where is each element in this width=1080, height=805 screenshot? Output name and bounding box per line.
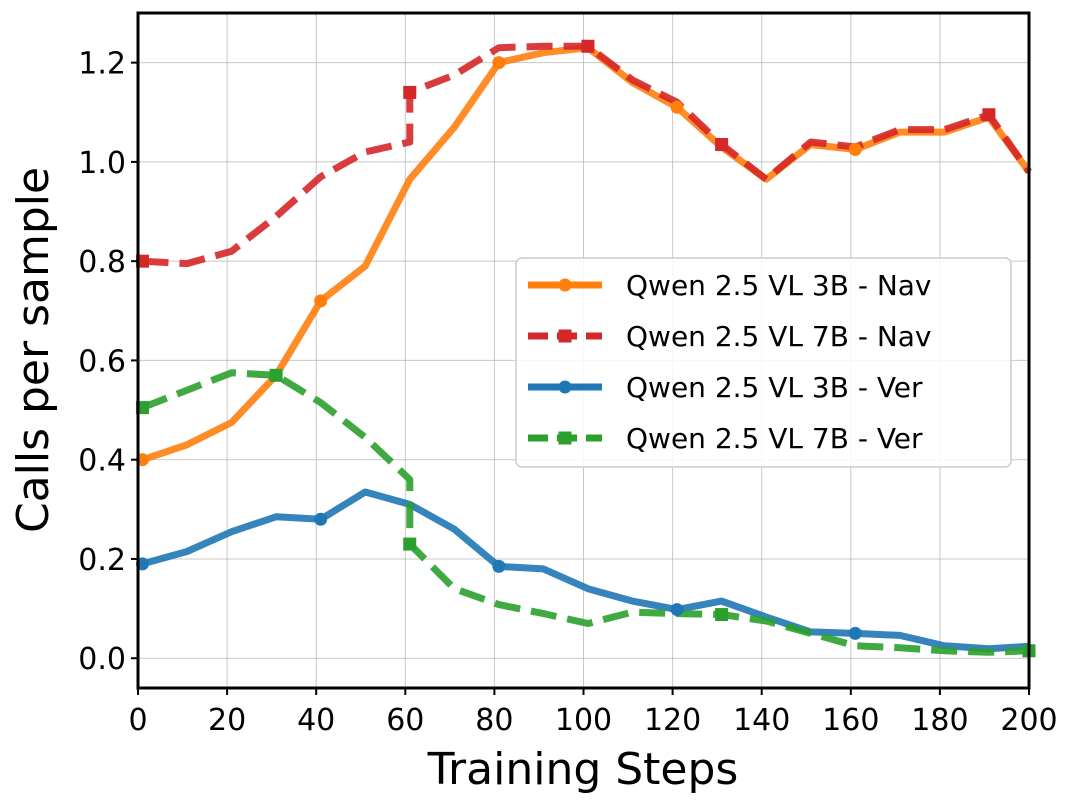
data-point-qwen-2-5-vl-3b-ver xyxy=(670,603,684,617)
legend-marker xyxy=(558,329,572,343)
x-tick-label: 20 xyxy=(208,703,246,738)
y-tick-label: 1.2 xyxy=(78,47,126,82)
data-point-qwen-2-5-vl-3b-ver xyxy=(492,559,506,573)
legend-marker xyxy=(558,380,572,394)
x-tick-label: 60 xyxy=(386,703,424,738)
x-axis-label: Training Steps xyxy=(427,744,739,795)
data-point-qwen-2-5-vl-3b-nav xyxy=(314,294,328,308)
x-tick-label: 0 xyxy=(128,703,147,738)
data-point-qwen-2-5-vl-7b-nav xyxy=(581,39,595,53)
x-tick-label: 200 xyxy=(1000,703,1057,738)
series-line-qwen-2-5-vl-7b-nav xyxy=(142,42,1032,268)
y-tick-label: 1.0 xyxy=(78,146,126,181)
data-point-qwen-2-5-vl-7b-nav xyxy=(403,85,417,99)
legend: Qwen 2.5 VL 3B - Nav Qwen 2.5 VL 7B - Nav… xyxy=(515,257,1012,468)
data-point-qwen-2-5-vl-3b-nav xyxy=(848,142,862,156)
data-point-qwen-2-5-vl-7b-nav xyxy=(715,138,729,152)
y-tick-label: 0.2 xyxy=(78,543,126,578)
x-tick-label: 180 xyxy=(911,703,968,738)
series-line-qwen-2-5-vl-3b-ver xyxy=(141,488,1030,653)
legend-label: Qwen 2.5 VL 3B - Ver xyxy=(626,371,923,404)
data-point-qwen-2-5-vl-7b-ver xyxy=(715,608,729,622)
y-tick-label: 0.8 xyxy=(78,245,126,280)
x-tick-label: 160 xyxy=(822,703,879,738)
data-point-qwen-2-5-vl-3b-ver xyxy=(848,626,862,640)
y-tick-label: 0.4 xyxy=(78,444,126,479)
y-axis-ticks: 0.0 0.2 0.4 0.6 0.8 1.0 1.2 xyxy=(78,47,138,677)
data-point-qwen-2-5-vl-7b-ver xyxy=(403,537,417,551)
x-tick-label: 80 xyxy=(475,703,513,738)
legend-label: Qwen 2.5 VL 7B - Nav xyxy=(626,320,932,353)
x-tick-label: 120 xyxy=(644,703,701,738)
legend-box xyxy=(515,257,1012,468)
x-tick-label: 40 xyxy=(297,703,335,738)
x-tick-label: 100 xyxy=(555,703,612,738)
legend-label: Qwen 2.5 VL 3B - Nav xyxy=(626,269,932,302)
x-axis-ticks: 0 20 40 60 80 100 120 140 160 180 200 xyxy=(128,688,1058,738)
data-point-qwen-2-5-vl-7b-ver xyxy=(269,368,283,382)
legend-marker xyxy=(558,431,572,445)
y-tick-label: 0.0 xyxy=(78,642,126,677)
data-point-qwen-2-5-vl-3b-nav xyxy=(492,56,506,70)
y-tick-label: 0.6 xyxy=(78,344,126,379)
legend-marker xyxy=(558,278,572,292)
data-point-qwen-2-5-vl-7b-nav xyxy=(982,108,996,122)
y-axis-label: Calls per sample xyxy=(8,167,59,533)
x-tick-label: 140 xyxy=(733,703,790,738)
series-line-qwen-2-5-vl-7b-ver xyxy=(141,369,1030,656)
data-point-qwen-2-5-vl-3b-nav xyxy=(670,100,684,114)
legend-label: Qwen 2.5 VL 7B - Ver xyxy=(626,422,923,455)
data-point-qwen-2-5-vl-3b-ver xyxy=(314,512,328,526)
